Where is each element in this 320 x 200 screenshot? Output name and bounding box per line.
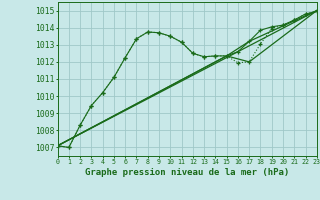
X-axis label: Graphe pression niveau de la mer (hPa): Graphe pression niveau de la mer (hPa) — [85, 168, 289, 177]
